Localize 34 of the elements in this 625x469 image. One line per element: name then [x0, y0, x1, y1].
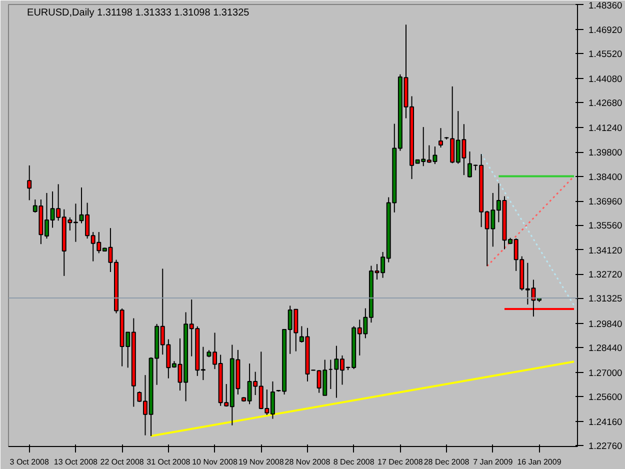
y-tick-label: 1.22760	[588, 440, 622, 451]
y-tick-label: 1.39800	[588, 148, 622, 158]
x-tick-label: 16 Jan 2009	[517, 458, 562, 466]
y-tick-label: 1.41240	[588, 122, 622, 133]
chart-title: EURUSD,Daily 1.31198 1.31333 1.31098 1.31325	[27, 8, 250, 18]
y-tick-label: 1.27000	[588, 368, 622, 378]
y-tick-label: 1.42680	[588, 98, 622, 108]
x-tick-label: 28 Nov 2008	[284, 458, 331, 466]
x-tick-label: 19 Nov 2008	[238, 458, 284, 466]
y-tick-label: 1.25600	[588, 392, 622, 402]
y-tick-label: 1.44080	[588, 74, 622, 84]
y-tick-label: 1.24160	[588, 416, 622, 427]
x-tick-label: 28 Dec 2008	[424, 458, 470, 466]
x-tick-label: 22 Oct 2008	[100, 458, 144, 466]
x-tick-label: 3 Oct 2008	[10, 458, 50, 466]
x-tick-label: 31 Oct 2008	[146, 458, 191, 466]
y-tick-label: 1.45520	[588, 49, 622, 60]
x-tick-label: 10 Nov 2008	[192, 458, 238, 466]
y-tick-label: 1.38400	[588, 172, 622, 182]
candlestick	[27, 164, 32, 201]
x-tick-label: 17 Dec 2008	[378, 458, 424, 466]
y-tick-label: 1.34120	[588, 245, 622, 256]
ref-line-label: 1.31325	[588, 294, 622, 304]
y-tick-label: 1.28440	[588, 343, 622, 354]
y-tick-label: 1.29840	[588, 319, 622, 330]
y-tick-label: 1.36960	[588, 196, 622, 207]
candlestick	[438, 128, 443, 148]
y-tick-label: 1.32720	[588, 270, 622, 280]
x-tick-label: 8 Dec 2008	[333, 458, 375, 466]
y-tick-label: 1.46920	[588, 25, 622, 36]
y-tick-label: 1.48360	[588, 0, 622, 10]
x-tick-label: 7 Jan 2009	[473, 458, 514, 466]
x-tick-label: 13 Oct 2008	[54, 458, 98, 466]
y-tick-label: 1.35560	[588, 220, 622, 231]
